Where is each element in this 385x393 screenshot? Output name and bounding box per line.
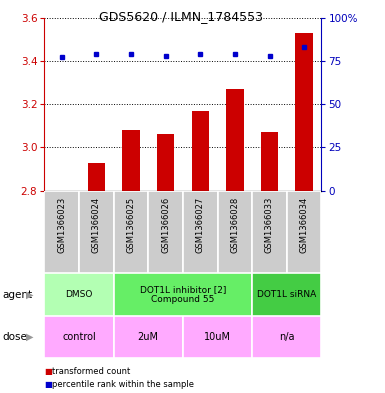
Text: DOT1L siRNA: DOT1L siRNA: [257, 290, 316, 299]
Text: DMSO: DMSO: [65, 290, 93, 299]
Text: ■: ■: [44, 380, 52, 389]
Bar: [44, 316, 114, 358]
Bar: [218, 191, 252, 273]
Bar: [44, 191, 79, 273]
Bar: [295, 33, 313, 191]
Text: DOT1L inhibitor [2]
Compound 55: DOT1L inhibitor [2] Compound 55: [140, 285, 226, 305]
Bar: [148, 191, 183, 273]
Text: control: control: [62, 332, 96, 342]
Bar: [114, 273, 252, 316]
Text: 10uM: 10uM: [204, 332, 231, 342]
Text: GDS5620 / ILMN_1784553: GDS5620 / ILMN_1784553: [99, 10, 263, 23]
Text: ▶: ▶: [27, 290, 34, 300]
Text: GSM1366024: GSM1366024: [92, 196, 101, 253]
Text: GSM1366023: GSM1366023: [57, 196, 66, 253]
Text: GSM1366026: GSM1366026: [161, 196, 170, 253]
Text: dose: dose: [2, 332, 27, 342]
Bar: [157, 134, 174, 191]
Text: ▶: ▶: [27, 332, 34, 342]
Text: GSM1366033: GSM1366033: [265, 196, 274, 253]
Bar: [183, 316, 252, 358]
Text: transformed count: transformed count: [52, 367, 130, 376]
Text: GSM1366025: GSM1366025: [126, 196, 136, 253]
Bar: [192, 111, 209, 191]
Text: 2uM: 2uM: [138, 332, 159, 342]
Bar: [183, 191, 218, 273]
Text: percentile rank within the sample: percentile rank within the sample: [52, 380, 194, 389]
Bar: [87, 162, 105, 191]
Text: n/a: n/a: [279, 332, 295, 342]
Bar: [261, 132, 278, 191]
Bar: [252, 191, 287, 273]
Bar: [287, 191, 321, 273]
Bar: [114, 191, 148, 273]
Text: agent: agent: [2, 290, 32, 300]
Bar: [252, 316, 321, 358]
Bar: [252, 273, 321, 316]
Text: GSM1366027: GSM1366027: [196, 196, 205, 253]
Bar: [122, 130, 139, 191]
Text: ■: ■: [44, 367, 52, 376]
Bar: [114, 316, 183, 358]
Bar: [79, 191, 114, 273]
Bar: [226, 89, 243, 191]
Text: GSM1366028: GSM1366028: [230, 196, 239, 253]
Bar: [44, 273, 114, 316]
Text: GSM1366034: GSM1366034: [300, 196, 309, 253]
